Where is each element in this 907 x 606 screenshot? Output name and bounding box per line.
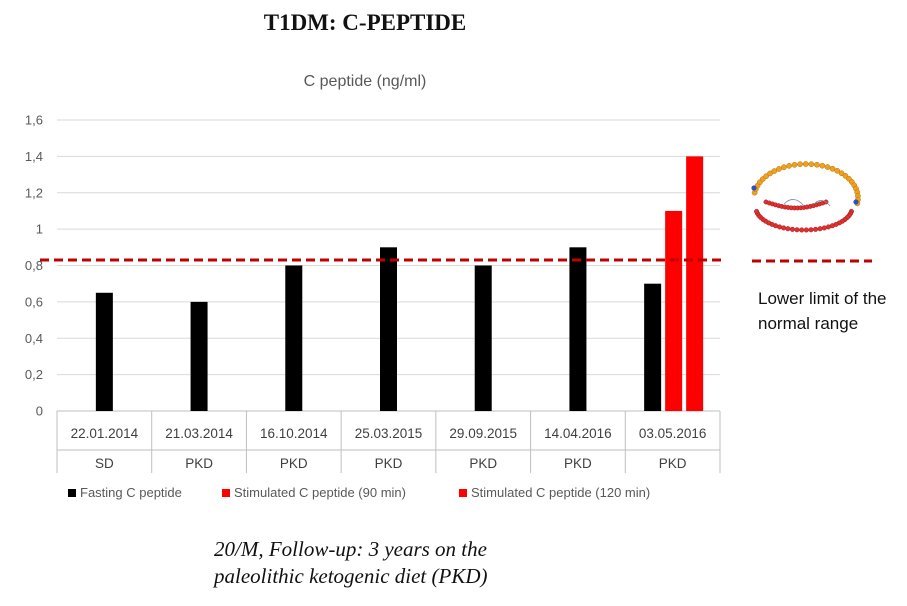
x-category-group-label: PKD [280, 456, 308, 471]
bar-fasting [190, 301, 208, 411]
bar-fasting [380, 247, 397, 411]
c-peptide-molecule-picture [751, 161, 861, 233]
x-category-label: 16.10.2014 [260, 426, 328, 441]
caption-line-2: paleolithic ketogenic diet (PKD) [214, 564, 488, 588]
chart-title: C peptide (ng/ml) [304, 73, 427, 90]
y-tick-label: 0 [36, 404, 43, 419]
bar-fasting [474, 265, 492, 411]
y-axis-ticks: 0 0,2 0,4 0,6 0,8 1 1,2 1,4 1,6 [25, 113, 43, 419]
y-tick-label: 1,6 [25, 113, 43, 128]
y-tick-label: 1 [36, 222, 43, 237]
x-category-group-label: PKD [659, 456, 687, 471]
bar-fasting [95, 292, 113, 411]
category-table: 22.01.2014 SD 21.03.2014 PKD 16.10.2014 PKD 25… [56, 411, 721, 473]
bar-fasting [644, 283, 662, 411]
legend-swatch [459, 489, 467, 497]
x-category-label: 22.01.2014 [71, 426, 139, 441]
caption: 20/M, Follow-up: 3 years on the paleolit… [214, 536, 634, 590]
caption-line-1: 20/M, Follow-up: 3 years on the [214, 537, 487, 561]
y-tick-label: 1,2 [25, 185, 43, 200]
legend-entry: Stimulated C peptide (120 min) [471, 485, 650, 500]
x-category-label: 29.09.2015 [449, 426, 517, 441]
legend: Fasting C peptide Stimulated C peptide (9… [68, 485, 650, 500]
y-tick-label: 0,2 [25, 367, 43, 382]
bar-stimulated-90 [665, 210, 683, 411]
x-category-group-label: PKD [564, 456, 592, 471]
slide-title: T1DM: C-PEPTIDE [263, 10, 467, 35]
legend-swatch [222, 489, 230, 497]
x-category-group-label: SD [95, 456, 114, 471]
legend-swatch [68, 489, 76, 497]
x-category-label: 21.03.2014 [165, 426, 233, 441]
x-category-group-label: PKD [185, 456, 213, 471]
x-category-label: 03.05.2016 [639, 426, 707, 441]
bar-fasting [569, 247, 587, 411]
x-category-group-label: PKD [469, 456, 497, 471]
lower-limit-label: Lower limit of the normal range [758, 289, 887, 333]
legend-entry: Fasting C peptide [80, 485, 182, 500]
bar-stimulated-120 [686, 156, 704, 411]
y-tick-label: 0,8 [25, 258, 43, 273]
x-category-label: 14.04.2016 [544, 426, 612, 441]
x-category-label: 25.03.2015 [355, 426, 423, 441]
y-tick-label: 1,4 [25, 149, 43, 164]
bar-fasting [285, 265, 303, 411]
legend-entry: Stimulated C peptide (90 min) [234, 485, 406, 500]
x-category-group-label: PKD [375, 456, 403, 471]
bars [95, 156, 704, 411]
y-tick-label: 0,6 [25, 294, 43, 309]
y-tick-label: 0,4 [25, 331, 43, 346]
